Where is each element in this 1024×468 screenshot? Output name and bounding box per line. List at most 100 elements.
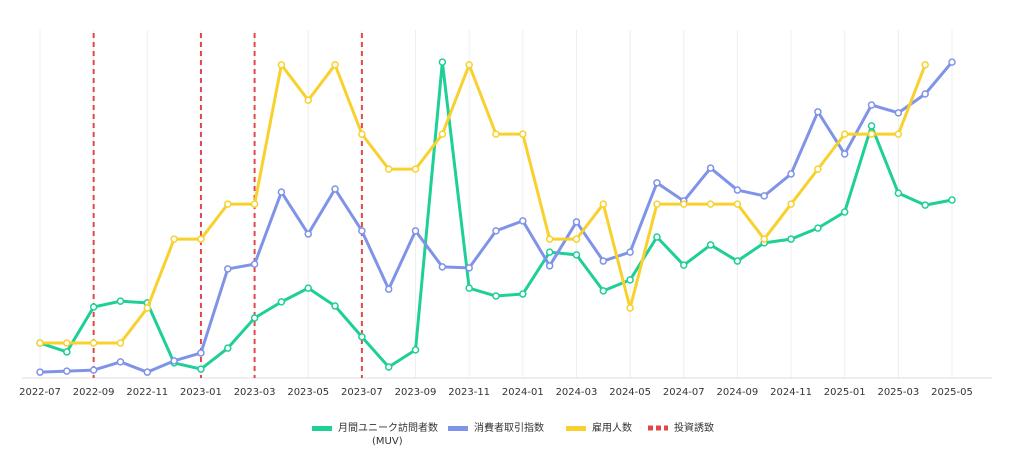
point (545, 235, 554, 243)
legend-swatch (312, 426, 332, 431)
point (36, 339, 44, 347)
point (116, 358, 125, 366)
point (438, 263, 447, 271)
point (680, 200, 688, 208)
point (143, 368, 152, 376)
point (170, 357, 178, 365)
point (653, 200, 661, 208)
series-line (39, 61, 954, 374)
point (867, 122, 876, 130)
point (653, 179, 661, 187)
point (277, 298, 286, 306)
point (572, 251, 581, 259)
point (787, 170, 795, 178)
point (438, 58, 447, 66)
point (63, 367, 71, 375)
point (250, 314, 259, 322)
point (411, 227, 420, 235)
point (599, 287, 608, 295)
point (706, 164, 715, 172)
x-tick-label: 2025-03 (877, 387, 919, 398)
point (867, 101, 876, 109)
point (545, 248, 554, 256)
point (519, 290, 527, 298)
point (894, 130, 903, 138)
point (116, 297, 125, 305)
point (840, 208, 849, 216)
point (438, 130, 447, 138)
x-tick-label: 2025-05 (931, 387, 973, 398)
point (304, 230, 312, 238)
x-tick-label: 2023-05 (287, 387, 329, 398)
point (787, 235, 795, 243)
point (599, 200, 608, 208)
point (358, 130, 366, 138)
point (465, 284, 473, 292)
point (545, 262, 554, 270)
point (89, 339, 98, 347)
x-tick-label: 2023-03 (234, 387, 276, 398)
series-line (39, 60, 953, 371)
point (224, 200, 232, 208)
x-tick-label: 2024-09 (717, 387, 759, 398)
legend-swatch (448, 426, 468, 431)
point (143, 304, 152, 312)
point (331, 302, 339, 310)
point (63, 348, 71, 356)
x-tick-label: 2024-01 (502, 387, 544, 398)
x-tick-label: 2022-11 (126, 387, 168, 398)
point (384, 285, 393, 293)
point (250, 260, 259, 268)
point (492, 130, 500, 138)
x-tick-label: 2022-09 (73, 387, 115, 398)
point (840, 130, 849, 138)
point (733, 257, 742, 265)
point (358, 227, 366, 235)
point (36, 368, 44, 376)
point (465, 264, 473, 272)
point (921, 61, 929, 69)
legend-label: 雇用人数 (592, 421, 632, 434)
point (170, 235, 178, 243)
x-tick-label: 2023-11 (448, 387, 490, 398)
point (948, 196, 956, 204)
point (63, 339, 71, 347)
x-tick-label: 2022-07 (19, 387, 61, 398)
x-tick-label: 2024-03 (556, 387, 598, 398)
point (760, 192, 768, 200)
point (277, 188, 286, 196)
point (733, 200, 742, 208)
point (331, 61, 339, 69)
point (224, 265, 232, 273)
point (277, 61, 286, 69)
x-tick-label: 2024-05 (609, 387, 651, 398)
point (921, 201, 929, 209)
point (89, 366, 98, 374)
point (894, 109, 903, 117)
legend-label: 月間ユニーク訪問者数(MUV) (338, 421, 438, 447)
point (626, 304, 634, 312)
point (706, 200, 715, 208)
point (894, 189, 903, 197)
point (814, 224, 822, 232)
point (411, 165, 420, 173)
point (116, 339, 125, 347)
point (224, 344, 232, 352)
x-tick-label: 2024-07 (663, 387, 705, 398)
point (197, 365, 205, 373)
point (465, 61, 473, 69)
x-tick-label: 2023-07 (341, 387, 383, 398)
point (680, 261, 688, 269)
point (384, 165, 393, 173)
point (626, 276, 634, 284)
x-tick-label: 2023-01 (180, 387, 222, 398)
point (492, 227, 500, 235)
point (626, 248, 634, 256)
point (653, 233, 661, 241)
legend-swatch (566, 426, 586, 431)
point (358, 333, 366, 341)
point (89, 303, 98, 311)
point (921, 90, 929, 98)
point (492, 292, 500, 300)
point (814, 108, 822, 116)
